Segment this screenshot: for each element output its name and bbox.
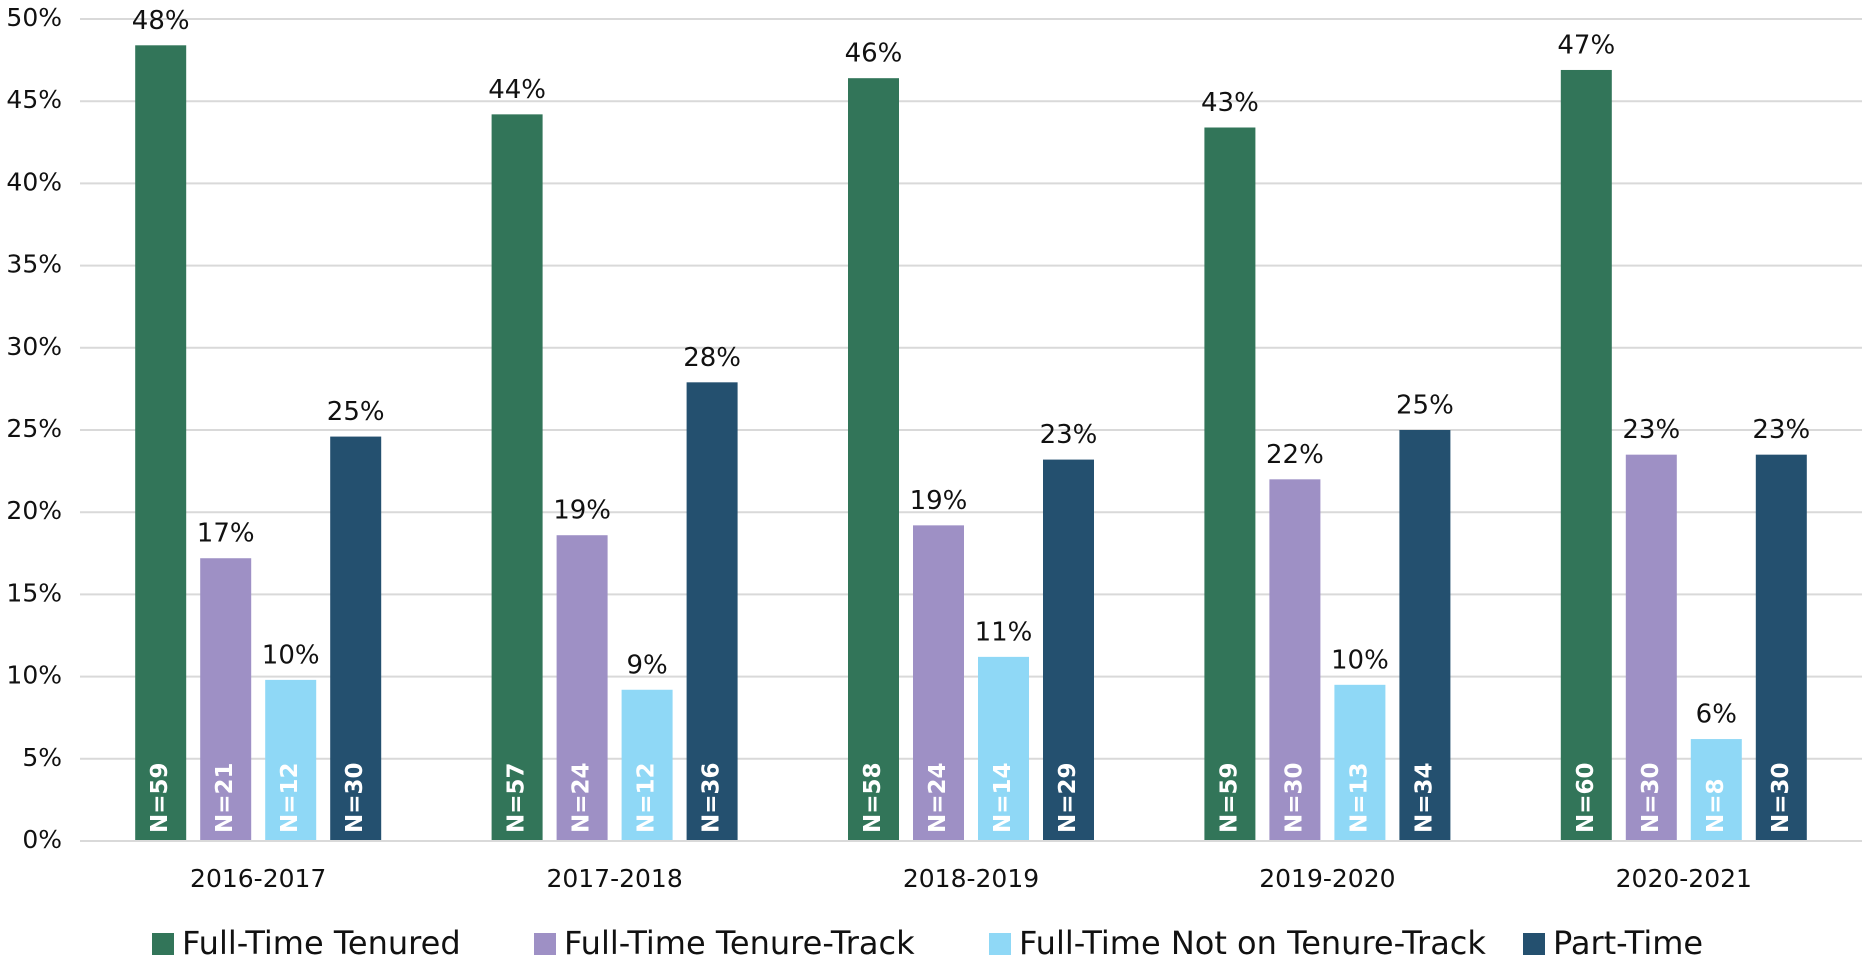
n-label: N=24 xyxy=(925,762,951,833)
value-label: 28% xyxy=(683,343,741,373)
n-label: N=30 xyxy=(1281,762,1307,833)
bar xyxy=(1690,739,1742,841)
legend-label: Full-Time Tenured xyxy=(182,924,461,962)
n-label: N=21 xyxy=(212,762,238,833)
bar xyxy=(1399,430,1451,841)
n-label: N=58 xyxy=(860,762,886,833)
value-label: 23% xyxy=(1752,415,1810,445)
y-tick-label: 35% xyxy=(6,250,62,279)
y-tick-label: 25% xyxy=(6,414,62,443)
legend-label: Part-Time xyxy=(1553,924,1703,962)
legend-swatch xyxy=(1523,933,1545,955)
legend-swatch xyxy=(989,933,1011,955)
x-tick-label: 2017-2018 xyxy=(546,864,682,893)
n-label: N=13 xyxy=(1346,762,1372,833)
y-tick-label: 50% xyxy=(6,3,62,32)
value-label: 25% xyxy=(327,397,385,427)
value-label: 23% xyxy=(1040,420,1098,450)
n-label: N=30 xyxy=(1768,762,1794,833)
value-label: 43% xyxy=(1201,88,1259,118)
x-tick-label: 2016-2017 xyxy=(190,864,326,893)
bar xyxy=(1560,69,1612,842)
bar xyxy=(1625,454,1677,841)
value-label: 25% xyxy=(1396,391,1454,421)
bar xyxy=(621,689,673,841)
bar xyxy=(200,558,252,841)
value-label: 9% xyxy=(626,650,667,680)
value-label: 48% xyxy=(132,6,190,36)
bar xyxy=(848,78,899,841)
value-label: 44% xyxy=(488,75,546,105)
bar xyxy=(1043,459,1094,841)
bar xyxy=(265,679,317,841)
bar xyxy=(686,382,738,841)
bar xyxy=(1269,479,1321,841)
value-label: 22% xyxy=(1266,440,1324,470)
bar xyxy=(913,525,964,841)
n-label: N=57 xyxy=(504,762,530,833)
value-label: 23% xyxy=(1622,415,1680,445)
n-label: N=12 xyxy=(634,762,660,833)
value-label: 17% xyxy=(197,519,255,549)
y-tick-label: 15% xyxy=(6,578,62,607)
bar xyxy=(330,436,382,841)
n-label: N=60 xyxy=(1573,762,1599,833)
n-label: N=8 xyxy=(1703,778,1729,833)
n-label: N=30 xyxy=(1638,762,1664,833)
x-tick-label: 2019-2020 xyxy=(1259,864,1395,893)
y-tick-label: 40% xyxy=(6,167,62,196)
value-label: 10% xyxy=(1331,645,1389,675)
n-label: N=36 xyxy=(699,762,725,833)
n-label: N=24 xyxy=(569,762,595,833)
bar xyxy=(1755,454,1807,841)
y-tick-label: 30% xyxy=(6,332,62,361)
legend-label: Full-Time Tenure-Track xyxy=(564,924,915,962)
legend-swatch xyxy=(534,933,556,955)
y-tick-label: 45% xyxy=(6,85,62,114)
n-label: N=34 xyxy=(1411,762,1437,833)
x-tick-label: 2020-2021 xyxy=(1616,864,1752,893)
value-label: 19% xyxy=(910,486,968,516)
n-label: N=59 xyxy=(1216,762,1242,833)
bar xyxy=(491,114,543,842)
n-label: N=29 xyxy=(1055,762,1081,833)
y-tick-label: 20% xyxy=(6,496,62,525)
x-tick-label: 2018-2019 xyxy=(903,864,1039,893)
value-label: 6% xyxy=(1696,700,1737,730)
y-tick-label: 5% xyxy=(22,743,62,772)
n-label: N=14 xyxy=(990,762,1016,833)
value-label: 10% xyxy=(262,640,320,670)
y-tick-label: 0% xyxy=(22,825,62,854)
n-label: N=30 xyxy=(342,762,368,833)
y-tick-label: 10% xyxy=(6,661,62,690)
value-label: 46% xyxy=(845,39,903,69)
bar xyxy=(978,656,1029,841)
legend-label: Full-Time Not on Tenure-Track xyxy=(1019,924,1486,962)
n-label: N=12 xyxy=(277,762,303,833)
value-label: 19% xyxy=(553,496,611,526)
legend-swatch xyxy=(152,933,174,955)
value-label: 47% xyxy=(1557,30,1615,60)
bar xyxy=(135,45,187,841)
bar xyxy=(1204,127,1256,841)
bar xyxy=(556,535,608,841)
value-label: 11% xyxy=(975,617,1033,647)
bar xyxy=(1334,684,1386,841)
n-label: N=59 xyxy=(147,762,173,833)
